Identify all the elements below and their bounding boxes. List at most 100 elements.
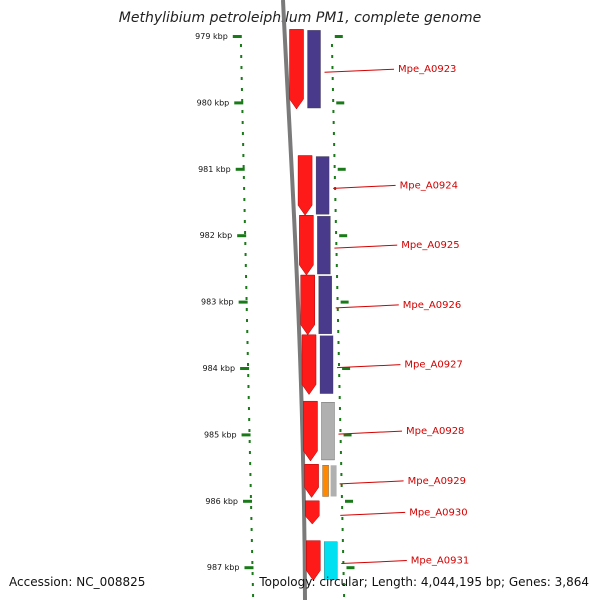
- guide-dot: [338, 374, 341, 377]
- ruler-tick: [238, 300, 248, 304]
- guide-dot: [332, 132, 335, 135]
- gene-track-block: [318, 275, 332, 334]
- guide-dot: [339, 440, 342, 443]
- guide-dot: [251, 583, 254, 586]
- guide-dot: [247, 385, 250, 388]
- gene-leader-line: [334, 244, 398, 249]
- guide-dot: [241, 110, 244, 113]
- guide-dot: [248, 418, 251, 421]
- guide-dot: [332, 110, 335, 113]
- guide-dot: [338, 396, 341, 399]
- guide-dot: [333, 176, 336, 179]
- gene-arrow: [306, 540, 321, 581]
- guide-dot: [251, 550, 254, 553]
- ruler-tick-label: 985 kbp: [204, 430, 237, 439]
- guide-dot: [334, 198, 337, 201]
- ruler-tick-label: 986 kbp: [205, 497, 238, 506]
- guide-dot: [342, 572, 345, 575]
- guide-dot: [241, 121, 244, 124]
- guide-dot: [342, 550, 345, 553]
- gene-arrow: [305, 500, 320, 525]
- guide-dot: [333, 154, 336, 157]
- ruler-tick-label: 984 kbp: [202, 364, 235, 373]
- guide-dot: [342, 583, 345, 586]
- ruler-tick: [241, 433, 251, 437]
- dotted-guides: [239, 44, 346, 597]
- ruler-tick-label: 980 kbp: [197, 98, 230, 107]
- ruler-tick: [244, 566, 254, 570]
- guide-dot: [337, 319, 340, 322]
- guide-dot: [340, 462, 343, 465]
- ruler-tick-right: [336, 101, 345, 105]
- gene-leader-line: [324, 68, 395, 73]
- gene-arrow: [301, 334, 317, 395]
- guide-dot: [240, 55, 243, 58]
- guide-dot: [336, 297, 339, 300]
- guide-dot: [240, 88, 243, 91]
- guide-dot: [246, 363, 249, 366]
- guide-dot: [331, 77, 334, 80]
- guide-dot: [334, 209, 337, 212]
- ruler-tick-label: 979 kbp: [195, 32, 228, 41]
- guide-dot: [240, 77, 243, 80]
- guide-dot: [335, 231, 338, 234]
- guide-dot: [337, 352, 340, 355]
- guide-dot: [248, 440, 251, 443]
- guide-dot: [247, 407, 250, 410]
- guide-dot: [243, 198, 246, 201]
- guide-dot: [248, 451, 251, 454]
- guide-dot: [333, 165, 336, 168]
- ruler-tick-right: [346, 566, 355, 570]
- guide-dot: [247, 396, 250, 399]
- ruler-tick-right: [339, 234, 348, 238]
- ruler-tick-label: 982 kbp: [200, 231, 233, 240]
- gene-arrow: [304, 464, 319, 498]
- gene-label: Mpe_A0931: [411, 556, 469, 567]
- guide-dot: [248, 429, 251, 432]
- gene-arrow: [300, 274, 315, 336]
- gene-arrow: [299, 215, 314, 276]
- guide-dot: [249, 462, 252, 465]
- guide-dot: [242, 176, 245, 179]
- ruler-tick-right: [334, 35, 343, 38]
- guide-dot: [244, 231, 247, 234]
- ruler-tick-label: 981 kbp: [198, 165, 231, 174]
- guide-dot: [250, 517, 253, 520]
- guide-dot: [332, 121, 335, 124]
- genome-backbone: [281, 0, 307, 600]
- guide-dot: [244, 242, 247, 245]
- ruler-tick-right: [342, 367, 351, 370]
- guide-dot: [249, 484, 252, 487]
- gene-leader-line: [333, 184, 396, 189]
- gene-label: Mpe_A0928: [406, 426, 464, 437]
- guide-dot: [242, 154, 245, 157]
- guide-dot: [249, 473, 252, 476]
- gene-leader-line: [339, 480, 404, 485]
- gene-label: Mpe_A0925: [401, 240, 459, 251]
- ruler-ticks: 979 kbp 980 kbp 981 kbp 982 kbp 983 kbp 984 k…: [195, 32, 355, 572]
- guide-dot: [336, 275, 339, 278]
- guide-dot: [337, 363, 340, 366]
- guide-dot: [333, 143, 336, 146]
- guide-dot: [335, 253, 338, 256]
- guide-dot: [331, 88, 334, 91]
- guide-dot: [243, 187, 246, 190]
- gene-label: Mpe_A0927: [404, 360, 462, 371]
- guide-dot: [246, 319, 249, 322]
- gene-track-block: [330, 465, 337, 497]
- guide-dot: [331, 66, 334, 69]
- guide-dot: [341, 539, 344, 542]
- ruler-tick: [243, 499, 253, 503]
- guide-dot: [243, 220, 246, 223]
- gene-track-block: [321, 402, 335, 461]
- guide-dot: [337, 330, 340, 333]
- gene-label: Mpe_A0924: [400, 180, 458, 191]
- gene-leader-line: [336, 364, 401, 369]
- guide-dot: [249, 495, 252, 498]
- ruler-tick-right: [345, 499, 354, 503]
- guide-dot: [336, 308, 339, 311]
- gene-label: Mpe_A0930: [409, 507, 467, 518]
- guide-dot: [247, 374, 250, 377]
- guide-dot: [338, 385, 341, 388]
- guide-dot: [341, 528, 344, 531]
